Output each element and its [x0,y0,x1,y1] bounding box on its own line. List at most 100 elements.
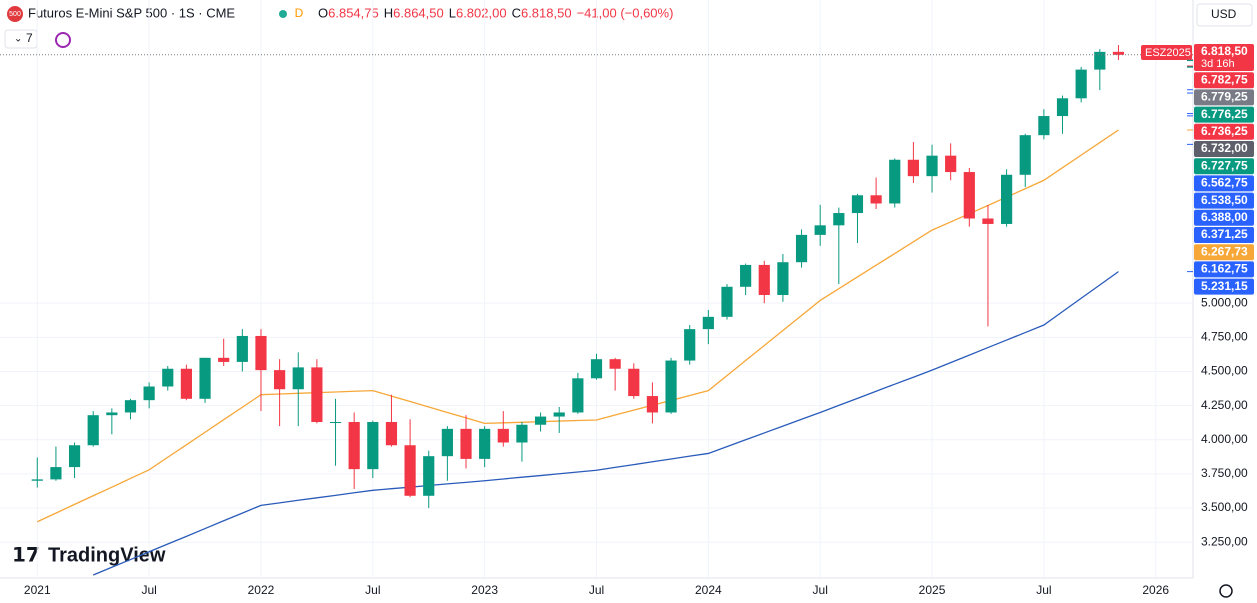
ohlc-legend: O 6.854,75 H 6.864,50 L 6.802,00 C 6.818,50 −41,… [318,5,673,20]
indicator-count: 7 [26,31,33,45]
moving-average [37,129,1119,523]
candle-body [907,159,919,177]
x-tick-label: Jul [589,583,604,597]
candle-body [87,415,99,446]
price-tag [1194,72,1254,89]
price-tag [1194,123,1254,140]
candle-body [646,396,659,413]
price-tag-label: 6.779,25 [1201,90,1248,104]
y-tick-label: 4.750,00 [1201,330,1248,344]
chevron: ⌄ [14,34,22,45]
candle-body [870,195,882,204]
price-tag-label: 6.736,25 [1201,124,1248,138]
candle-body [497,428,509,443]
price-tag [1194,158,1254,175]
price-tag-label: 6.818,50 [1201,44,1248,58]
ohlc-key: O [318,5,328,20]
candle-body [68,445,81,468]
candle-body [460,428,472,459]
y-tick-label: 3.500,00 [1201,500,1248,514]
moving-average [92,271,1119,576]
logo-text: TradingView [48,544,166,566]
candle-body [255,335,267,371]
ohlc-value: 6.818,50 [521,5,572,20]
x-tick-label: Jul [365,583,380,597]
candle-body [199,357,211,399]
candle-body [889,159,901,204]
price-tag-label: 6.267,73 [1201,244,1248,258]
candle-body [702,316,714,330]
price-tag-label: 6.727,75 [1201,158,1248,172]
candle-body [814,225,826,235]
candle-body [926,155,938,177]
x-tick-label: 2026 [1142,583,1169,597]
candle-body [404,445,416,496]
candle-body [31,479,43,481]
settings-icon[interactable] [1219,584,1233,598]
candle-body [758,264,770,295]
price-tag-label: 6.782,75 [1201,72,1248,86]
price-tag [1194,106,1254,123]
refresh-icon[interactable] [55,32,71,48]
price-tag-label: 6.371,25 [1201,227,1248,241]
ohlc-value: 6.802,00 [456,5,507,20]
candle-body [1094,51,1106,70]
x-tick-label: Jul [141,583,156,597]
currency[interactable]: USD [1211,7,1237,21]
candle-body [1075,69,1087,99]
ohlc-value: 6.864,50 [393,5,444,20]
y-tick-label: 3.250,00 [1201,534,1248,548]
candle-body [1056,98,1069,117]
price-tag-label: 5.231,15 [1201,279,1248,293]
candle-body [311,367,323,423]
candle-body [945,155,957,173]
symbol-tag [1141,45,1192,60]
candle-body [124,400,137,413]
candle-body [1019,135,1031,175]
candle-body [329,422,342,424]
candle-body [553,412,565,417]
candle-body [162,368,174,387]
symbol-tag-label: ESZ2025 [1145,47,1191,59]
price-tag-label: 6.562,75 [1201,176,1248,190]
symbol-title[interactable]: Futuros E-Mini S&P 500 · 1S · CME [28,5,235,20]
candle-body [833,213,845,226]
candle-body [385,422,398,446]
y-tick-label: 4.250,00 [1201,398,1248,412]
price-tag-label: 6.162,75 [1201,262,1248,276]
candle-body [590,359,603,379]
candle-body [218,357,230,362]
price-tag [1194,175,1254,192]
candle-body [441,428,453,457]
price-tag [1194,244,1254,261]
candle-body [534,416,547,425]
x-tick-label: 2023 [471,583,498,597]
candle-body [665,360,677,413]
candle-body [628,368,640,397]
currency-button[interactable] [1196,3,1253,27]
candle-body [106,412,118,416]
logo-mark: 𝟭𝟳 [12,544,40,566]
symbol-icon [7,6,23,22]
countdown: 3d 16h [1201,58,1235,70]
candle-body [851,195,864,214]
candle-body [236,335,248,362]
candle-body [1038,116,1050,136]
candle-body [50,467,62,480]
candle-body [180,368,192,399]
x-tick-label: 2024 [695,583,722,597]
price-tag [1194,192,1254,209]
price-tag-label: 6.388,00 [1201,210,1248,224]
price-tag [1194,227,1254,243]
candle-body [795,234,808,263]
x-tick-label: Jul [813,583,828,597]
y-tick-label: 3.750,00 [1201,466,1248,480]
candle-body [721,286,733,317]
candle-body [572,378,584,413]
price-tag [1194,209,1254,226]
delay-badge: D [295,6,304,20]
candle-body [479,428,491,459]
candle-body [777,262,789,295]
candle-body [684,329,696,361]
